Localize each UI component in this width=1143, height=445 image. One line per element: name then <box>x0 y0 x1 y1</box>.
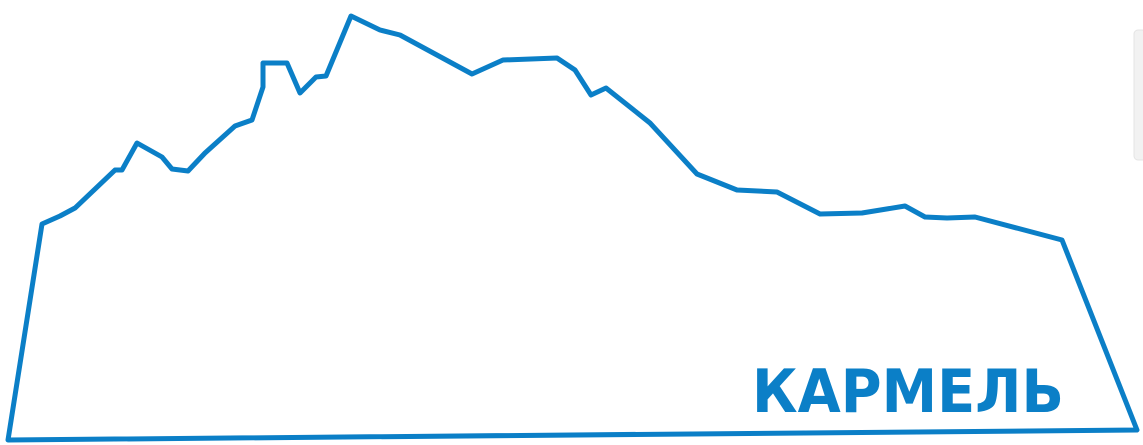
brand-name: КАРМЕЛЬ <box>752 357 1064 427</box>
side-panel <box>1133 29 1143 161</box>
mountain-outline <box>5 13 1140 443</box>
